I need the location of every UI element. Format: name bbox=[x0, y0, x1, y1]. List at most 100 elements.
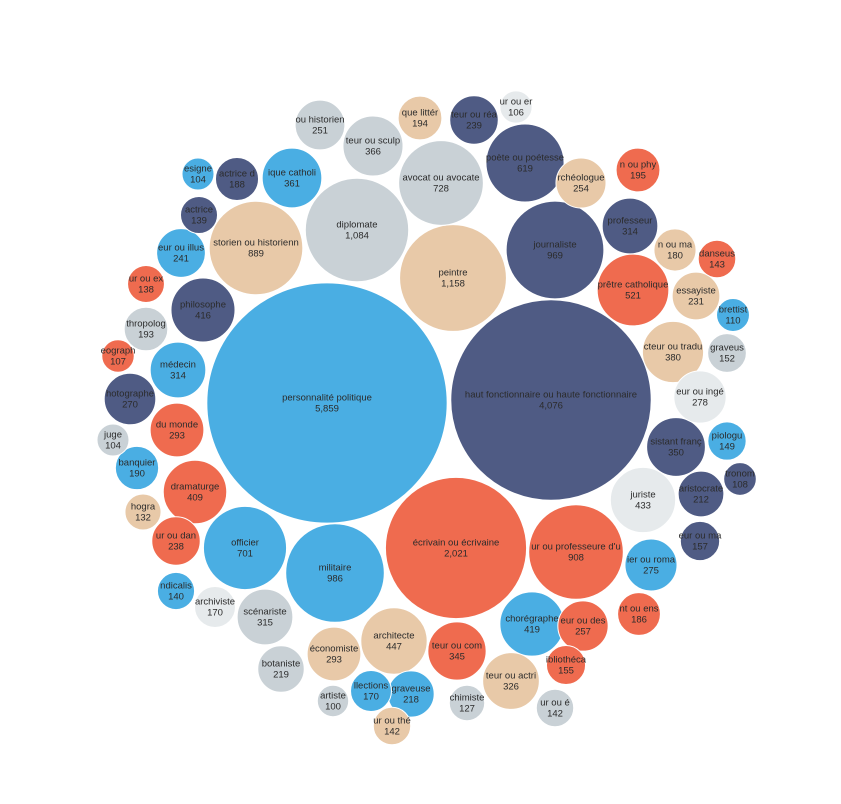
bubble-label: médecin bbox=[160, 360, 196, 371]
bubble-value: 314 bbox=[622, 227, 638, 238]
bubble bbox=[257, 645, 305, 693]
bubble-value: 107 bbox=[110, 357, 126, 368]
bubble bbox=[285, 523, 385, 623]
bubble-label: juriste bbox=[629, 490, 655, 501]
bubble bbox=[372, 706, 412, 746]
bubble-value: 190 bbox=[129, 469, 145, 480]
bubble-value: 231 bbox=[688, 297, 704, 308]
bubble-label: tronom bbox=[725, 469, 755, 480]
bubble-label: architecte bbox=[373, 631, 414, 642]
bubble bbox=[707, 421, 747, 461]
bubble-label: thropolog bbox=[126, 319, 166, 330]
bubble-value: 361 bbox=[284, 179, 300, 190]
bubble-label: llections bbox=[354, 681, 389, 692]
bubble-label: personnalité politique bbox=[282, 393, 372, 404]
bubble bbox=[397, 95, 443, 141]
bubble bbox=[399, 224, 507, 332]
bubble-label: juge bbox=[103, 430, 122, 441]
bubble-value: 142 bbox=[547, 709, 563, 720]
bubble-value: 521 bbox=[625, 291, 641, 302]
bubble-value: 212 bbox=[693, 495, 709, 506]
bubble bbox=[555, 157, 607, 209]
bubble-label: économiste bbox=[310, 644, 359, 655]
bubble-value: 104 bbox=[105, 441, 121, 452]
bubble-value: 380 bbox=[665, 353, 681, 364]
bubble-label: eur ou des bbox=[561, 616, 606, 627]
bubble-label: eur ou illus bbox=[158, 243, 204, 254]
bubble-label: teur ou sculp bbox=[346, 136, 400, 147]
bubble-label: philosophe bbox=[180, 300, 226, 311]
bubble-value: 195 bbox=[630, 171, 646, 182]
bubble bbox=[156, 571, 196, 611]
bubble-label: botaniste bbox=[262, 659, 301, 670]
bubble-value: 345 bbox=[449, 652, 465, 663]
bubble-label: n ou phy bbox=[620, 160, 657, 171]
bubble-value: 447 bbox=[386, 642, 402, 653]
bubble bbox=[697, 239, 737, 279]
bubble bbox=[482, 652, 540, 710]
bubble-label: ur ou ex bbox=[129, 274, 164, 285]
bubble bbox=[646, 417, 706, 477]
bubble-label: hotographe bbox=[106, 389, 154, 400]
bubble bbox=[624, 538, 678, 592]
bubble bbox=[304, 177, 410, 283]
bubble bbox=[671, 271, 721, 321]
bubble-label: diplomate bbox=[336, 220, 377, 231]
bubble bbox=[124, 493, 162, 531]
bubble bbox=[398, 140, 484, 226]
bubble-label: esigne bbox=[184, 164, 212, 175]
bubble-label: militaire bbox=[319, 563, 352, 574]
bubble bbox=[535, 688, 575, 728]
bubble-label: archiviste bbox=[195, 597, 235, 608]
bubble bbox=[294, 99, 346, 151]
bubble-value: 314 bbox=[170, 371, 186, 382]
bubble-label: teur ou com bbox=[432, 641, 482, 652]
bubble bbox=[170, 277, 236, 343]
bubble bbox=[208, 200, 304, 296]
bubble-label: peintre bbox=[438, 268, 467, 279]
bubble-label: banquier bbox=[119, 458, 156, 469]
bubble bbox=[316, 684, 350, 718]
bubble-label: teur ou réa bbox=[451, 110, 498, 121]
bubble-label: ibliothéca bbox=[546, 655, 587, 666]
bubble-label: ur ou dan bbox=[156, 531, 196, 542]
bubble-value: 149 bbox=[719, 442, 735, 453]
bubble bbox=[609, 466, 677, 534]
bubble-value: 728 bbox=[433, 184, 449, 195]
bubble-label: hogra bbox=[131, 502, 156, 513]
bubble bbox=[179, 195, 219, 235]
bubble bbox=[485, 123, 565, 203]
bubble-label: scénariste bbox=[243, 607, 286, 618]
bubble-value: 326 bbox=[503, 682, 519, 693]
bubble-label: chorégraphe bbox=[505, 614, 558, 625]
bubble-label: haut fonctionnaire ou haute fonctionnair… bbox=[465, 390, 637, 401]
bubble bbox=[677, 470, 725, 518]
bubble-label: ur ou thé bbox=[373, 716, 411, 727]
bubble-value: 110 bbox=[725, 316, 740, 327]
bubble-label: eograph bbox=[101, 346, 136, 357]
bubble-value: 155 bbox=[558, 666, 574, 677]
bubble-value: 433 bbox=[635, 501, 651, 512]
bubble-value: 419 bbox=[524, 625, 540, 636]
bubble-value: 157 bbox=[692, 542, 708, 553]
bubble-value: 139 bbox=[191, 216, 207, 227]
bubble bbox=[202, 505, 288, 591]
bubble bbox=[679, 520, 721, 562]
bubble bbox=[342, 115, 404, 177]
bubble-value: 275 bbox=[643, 566, 659, 577]
bubble-value: 188 bbox=[229, 180, 245, 191]
bubble-value: 350 bbox=[668, 448, 684, 459]
bubble bbox=[384, 476, 528, 620]
bubble-value: 5,859 bbox=[315, 404, 339, 415]
bubble bbox=[123, 306, 169, 352]
bubble-value: 986 bbox=[327, 574, 343, 585]
bubble-value: 1,084 bbox=[345, 231, 369, 242]
bubble-value: 106 bbox=[508, 108, 524, 119]
bubble-value: 270 bbox=[122, 400, 138, 411]
bubble-value: 142 bbox=[384, 727, 400, 738]
bubble-value: 193 bbox=[138, 330, 154, 341]
bubble bbox=[707, 333, 747, 373]
bubble-label: eur ou ingé bbox=[676, 387, 724, 398]
bubble-label: ier ou roma bbox=[627, 555, 676, 566]
